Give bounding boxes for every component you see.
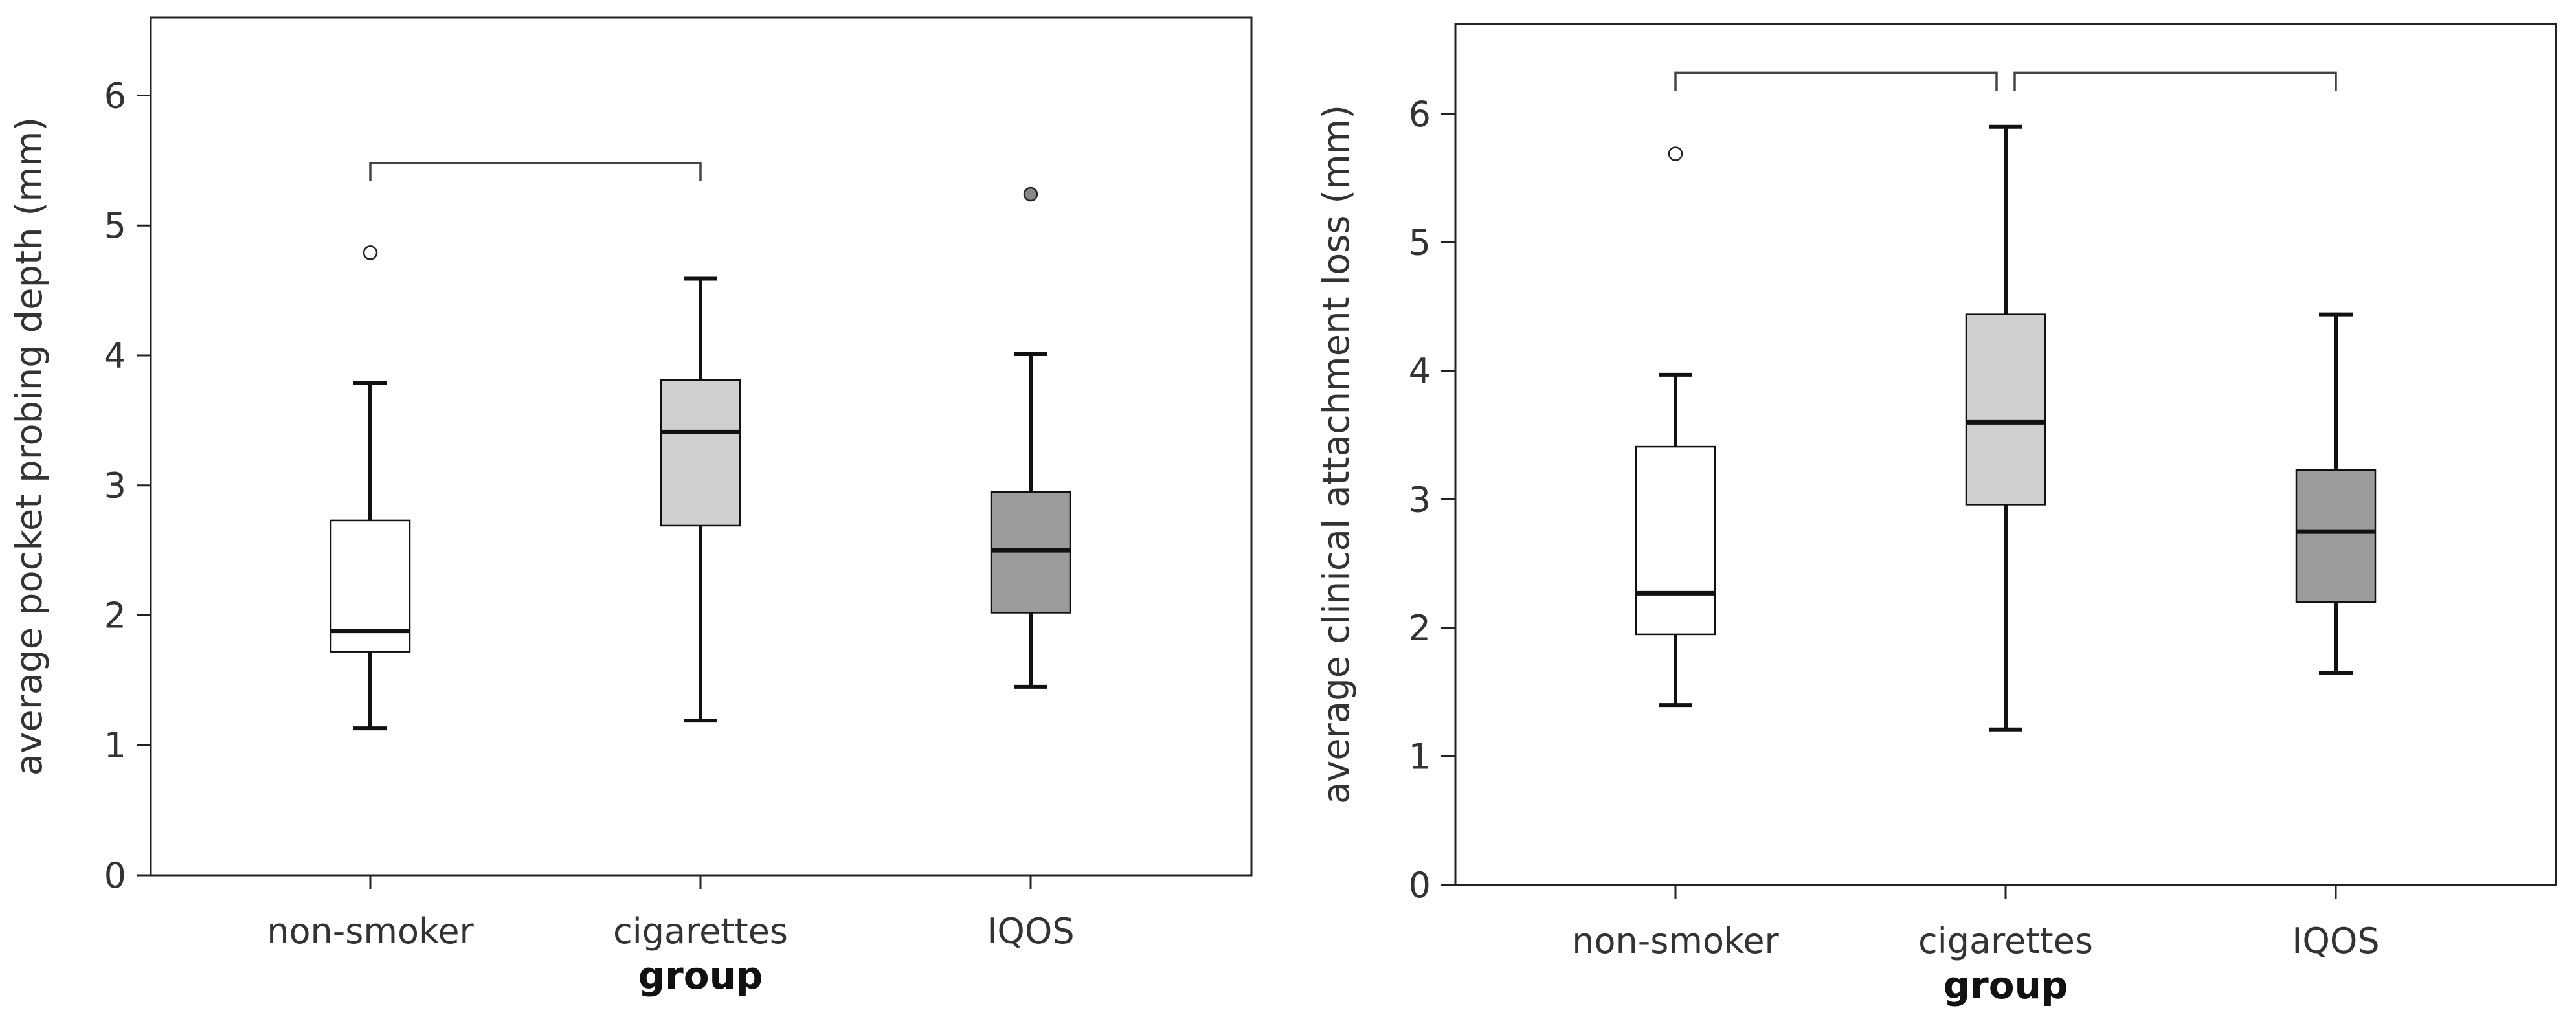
box-body [660, 379, 741, 527]
x-tick-label-cigarettes: cigarettes [1918, 921, 2093, 961]
box-non-smoker [1635, 146, 1716, 708]
x-tick-label-cigarettes: cigarettes [613, 911, 788, 952]
x-tick-label-iqos: IQOS [987, 911, 1074, 952]
significance-bracket [369, 162, 702, 181]
box-iqos [990, 186, 1071, 689]
y-tick-label: 4 [1409, 351, 1431, 392]
y-tick-label: 3 [1409, 479, 1431, 520]
y-tick-label: 5 [1409, 222, 1431, 263]
box-cigarettes [660, 276, 741, 723]
y-tick-label: 0 [1409, 865, 1431, 906]
significance-bracket [1674, 71, 1998, 91]
x-tick-label-non-smoker: non-smoker [1572, 921, 1779, 961]
y-tick-label: 6 [104, 75, 126, 116]
x-axis-title: group [1943, 963, 2068, 1007]
y-tick-label: 3 [104, 465, 126, 506]
y-tick-label: 1 [104, 725, 126, 766]
x-tick-label-non-smoker: non-smoker [267, 911, 474, 952]
box-body [1965, 313, 2046, 506]
chart-panel-2: 0 1 2 3 4 5 6 average clinical attachment loss … [1316, 23, 2557, 1007]
chart-panel-1: 0 1 2 3 4 5 6 average pocket probing depth (mm)… [8, 16, 1253, 998]
box-body [1635, 445, 1716, 636]
y-tick-label: 6 [1409, 94, 1431, 135]
y-axis-title: average pocket probing depth (mm) [8, 117, 50, 776]
y-tick-label: 0 [104, 855, 126, 896]
y-tick-label: 2 [1409, 608, 1431, 649]
box-body [2295, 469, 2377, 603]
box-iqos [2295, 312, 2377, 675]
significance-bracket [2013, 71, 2337, 91]
y-axis-title: average clinical attachment loss (mm) [1316, 105, 1358, 804]
x-tick-label-iqos: IQOS [2292, 921, 2379, 961]
box-non-smoker [330, 245, 411, 731]
y-tick-label: 4 [104, 335, 126, 376]
box-cigarettes [1965, 124, 2046, 732]
x-axis-title: group [638, 954, 763, 998]
outlier-point [1668, 146, 1683, 161]
y-tick-label: 2 [104, 595, 126, 636]
y-tick-label: 1 [1409, 736, 1431, 777]
outlier-point [363, 245, 378, 260]
outlier-point [1023, 186, 1038, 202]
y-tick-label: 5 [104, 205, 126, 246]
